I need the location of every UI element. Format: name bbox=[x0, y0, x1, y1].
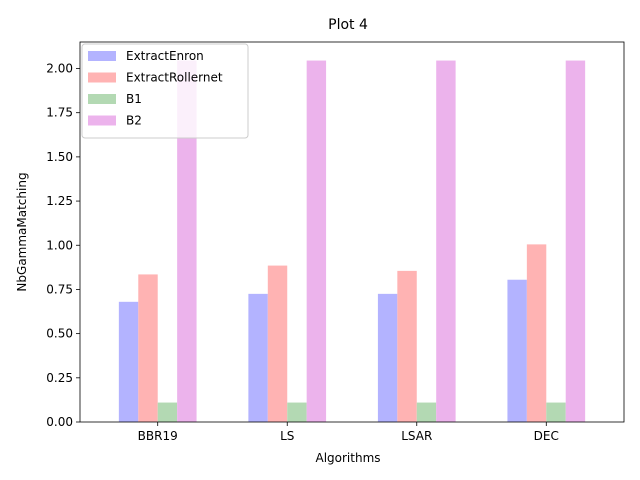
bar-extractenron-dec bbox=[507, 279, 527, 422]
legend-swatch bbox=[88, 72, 116, 83]
x-axis-title: Algorithms bbox=[315, 451, 380, 465]
bar-b2-bbr19 bbox=[177, 60, 197, 423]
y-tick-label: 1.75 bbox=[46, 106, 73, 120]
bar-extractenron-lsar bbox=[377, 293, 398, 422]
y-tick-label: 1.00 bbox=[46, 238, 73, 252]
y-tick-label: 1.25 bbox=[46, 194, 73, 208]
legend: ExtractEnron ExtractRollernet B1 B2 bbox=[81, 43, 249, 139]
bar-extractrollernet-lsar bbox=[397, 270, 417, 422]
bar-b1-ls bbox=[287, 402, 307, 422]
x-tick-label: DEC bbox=[534, 429, 559, 443]
legend-box bbox=[81, 43, 249, 139]
y-tick-label: 2.00 bbox=[46, 62, 73, 76]
plot-frame bbox=[79, 41, 625, 423]
chart-title: Plot 4 bbox=[328, 17, 368, 33]
bar-b1-dec bbox=[546, 402, 566, 422]
legend-label: B1 bbox=[126, 92, 142, 106]
bar-b1-bbr19 bbox=[157, 402, 178, 422]
legend-label: ExtractEnron bbox=[126, 49, 204, 63]
legend-swatch bbox=[88, 94, 116, 104]
bar-b2-dec bbox=[565, 60, 586, 423]
x-tick-label: BBR19 bbox=[138, 429, 178, 443]
y-axis: 0.00 0.25 0.50 0.75 1.00 1.25 1.50 1.75 2.00 bbox=[46, 62, 80, 429]
bar-extractrollernet-bbr19 bbox=[138, 274, 158, 422]
bar-b1-lsar bbox=[416, 402, 437, 422]
bar-extractenron-bbr19 bbox=[118, 301, 139, 422]
bar-extractenron-ls bbox=[248, 293, 268, 422]
legend-label: B2 bbox=[126, 114, 142, 128]
y-tick-label: 0.25 bbox=[46, 371, 73, 385]
legend-swatch bbox=[88, 51, 116, 61]
plot-area bbox=[118, 60, 586, 423]
axes-border bbox=[79, 41, 625, 423]
y-axis-title: NbGammaMatching bbox=[15, 172, 29, 291]
legend-label: ExtractRollernet bbox=[126, 71, 223, 85]
y-tick-label: 0.00 bbox=[46, 415, 73, 429]
bar-b2-lsar bbox=[436, 60, 456, 423]
y-tick-label: 0.75 bbox=[46, 282, 73, 296]
bar-b2-ls bbox=[306, 60, 327, 423]
y-tick-label: 1.50 bbox=[46, 150, 73, 164]
legend-swatch bbox=[88, 115, 116, 126]
x-tick-label: LSAR bbox=[401, 429, 432, 443]
bar-extractrollernet-ls bbox=[267, 265, 288, 422]
bar-extractrollernet-dec bbox=[526, 244, 547, 422]
x-axis: BBR19 LS LSAR DEC bbox=[138, 422, 559, 443]
x-tick-label: LS bbox=[280, 429, 294, 443]
y-tick-label: 0.50 bbox=[46, 327, 73, 341]
